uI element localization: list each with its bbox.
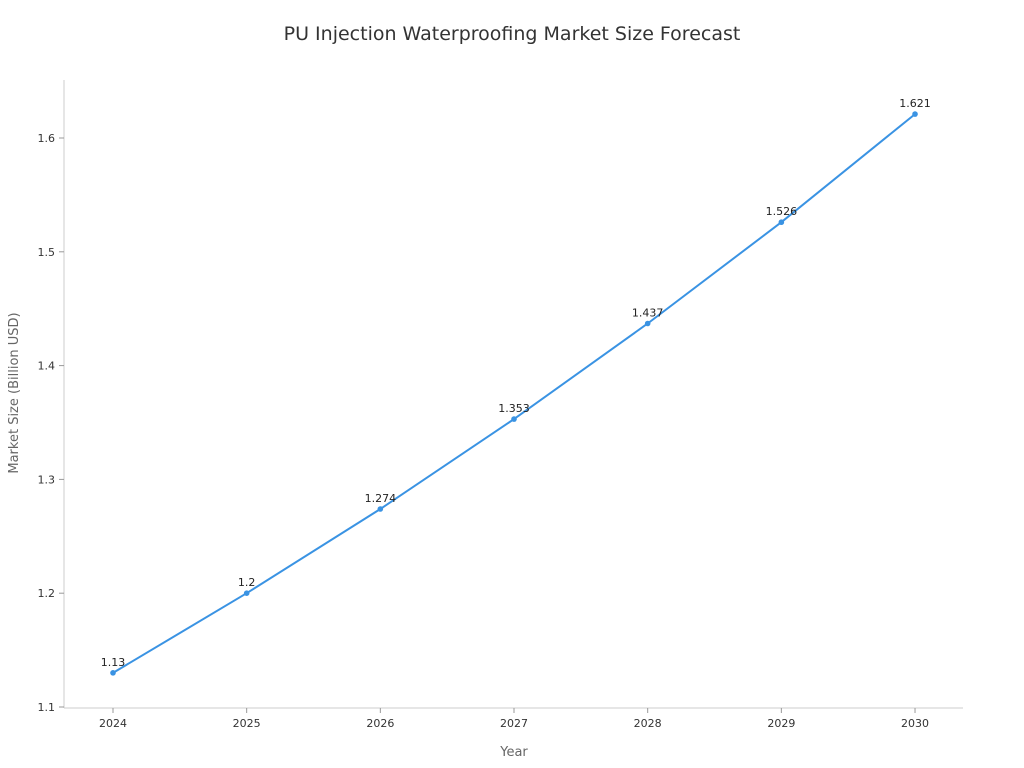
x-tick-label: 2025 [233, 717, 261, 730]
y-tick-label: 1.5 [38, 246, 56, 259]
data-label: 1.437 [632, 306, 664, 319]
data-label: 1.526 [766, 205, 798, 218]
data-point [644, 320, 651, 327]
y-tick-label: 1.2 [38, 587, 56, 600]
data-label: 1.13 [101, 656, 126, 669]
data-point [511, 416, 517, 422]
data-point [243, 590, 250, 596]
x-tick-label: 2028 [634, 717, 662, 730]
x-tick-label: 2024 [99, 717, 127, 730]
y-axis-label: Market Size (Billion USD) [7, 312, 22, 473]
data-point [110, 670, 116, 676]
data-point [778, 219, 785, 226]
y-tick-label: 1.6 [38, 132, 56, 145]
data-label: 1.353 [498, 402, 530, 415]
y-tick-label: 1.1 [38, 701, 56, 714]
data-point [377, 506, 384, 512]
y-tick-label: 1.3 [38, 473, 56, 486]
chart-title: PU Injection Waterproofing Market Size F… [284, 23, 741, 45]
data-label: 1.621 [899, 97, 931, 110]
series-line [112, 113, 916, 674]
x-axis-label: Year [499, 745, 528, 760]
x-tick-label: 2027 [500, 717, 528, 730]
data-label: 1.2 [238, 576, 256, 589]
x-tick-label: 2029 [767, 717, 795, 730]
x-tick-label: 2030 [901, 717, 929, 730]
y-tick-label: 1.4 [38, 360, 56, 373]
data-label: 1.274 [365, 492, 397, 505]
data-point [912, 111, 918, 117]
x-tick-label: 2026 [366, 717, 394, 730]
